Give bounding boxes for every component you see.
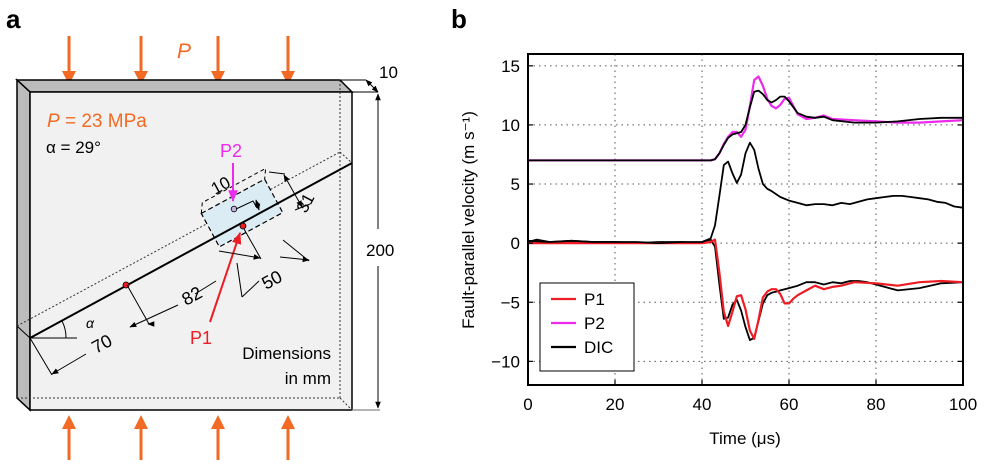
- x-tick-label: 0: [523, 395, 532, 414]
- y-tick-label: −5: [501, 293, 520, 312]
- arrow-down-icon: [211, 36, 225, 85]
- legend-item-p2: P2: [551, 314, 605, 333]
- pressure-text: P = 23 MPa: [47, 111, 147, 132]
- probe-p2-marker: [230, 205, 238, 213]
- p2-label: P2: [220, 141, 242, 161]
- plot-frame: [527, 53, 964, 386]
- probe-p1-marker: [239, 222, 247, 230]
- y-tick-label: 15: [501, 57, 520, 76]
- thickness-label: 10: [379, 63, 398, 82]
- angle-text: α = 29°: [46, 138, 101, 157]
- height-label: 200: [366, 241, 394, 260]
- x-tick-label: 20: [606, 395, 625, 414]
- y-tick-label: 10: [501, 116, 520, 135]
- arrow-up-icon: [211, 415, 225, 460]
- y-tick-label: −10: [491, 352, 520, 371]
- y-axis-label: Fault-parallel velocity (m s⁻¹): [459, 111, 478, 329]
- panel-b-label: b: [451, 4, 467, 34]
- panel-a: a P P = 23 MPa α = 29°: [6, 4, 398, 460]
- load-label: P: [177, 40, 191, 63]
- legend: P1 P2 DIC: [539, 282, 635, 372]
- x-tick-label: 80: [867, 395, 886, 414]
- p1-label: P1: [190, 328, 212, 348]
- x-tick-label: 40: [693, 395, 712, 414]
- units-note-line2: in mm: [285, 369, 331, 388]
- legend-label: P2: [584, 314, 605, 333]
- plot-series: [528, 75, 963, 341]
- series-line-dic: [528, 141, 963, 244]
- arrow-up-icon: [281, 415, 295, 460]
- legend-item-p1: P1: [551, 290, 605, 309]
- alpha-label: α: [86, 315, 95, 331]
- legend-label: P1: [584, 290, 605, 309]
- arrow-down-icon: [134, 36, 148, 85]
- legend-box: [539, 282, 635, 372]
- series-line-dic-p2-offset: [528, 89, 963, 162]
- series-line-p2: [528, 75, 963, 162]
- arrow-up-icon: [62, 415, 76, 460]
- arrow-down-icon: [281, 36, 295, 85]
- panel-b: b 0 20 40 60 80 100 −10 −5 0 5 10 15 Time (μs) Faul…: [451, 4, 977, 448]
- series-line-p1: [528, 238, 963, 340]
- arrow-down-icon: [62, 36, 76, 85]
- x-tick-label: 100: [949, 395, 977, 414]
- p1-pointer-icon: [209, 231, 242, 323]
- arrow-up-icon: [134, 415, 148, 460]
- x-tick-label: 60: [780, 395, 799, 414]
- axis-ticks: 0 20 40 60 80 100 −10 −5 0 5 10 15: [491, 57, 977, 414]
- y-tick-label: 5: [511, 175, 520, 194]
- x-axis-label: Time (μs): [709, 429, 781, 448]
- units-note-line1: Dimensions: [242, 344, 331, 363]
- load-arrows-bottom: [62, 415, 295, 460]
- legend-item-dic: DIC: [551, 338, 613, 357]
- legend-label: DIC: [584, 338, 613, 357]
- panel-a-label: a: [6, 4, 21, 34]
- y-tick-label: 0: [511, 234, 520, 253]
- load-arrows-top: [62, 36, 295, 85]
